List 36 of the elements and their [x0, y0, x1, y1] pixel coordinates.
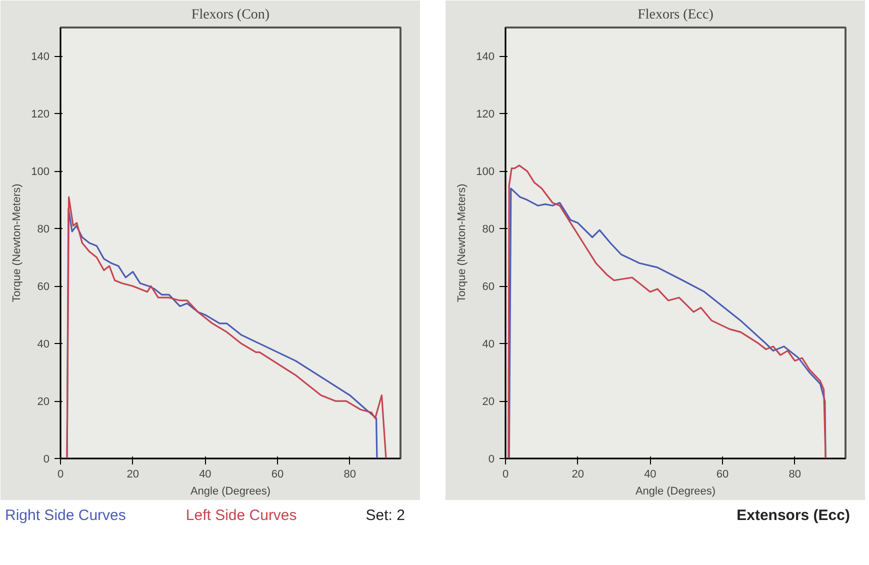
y-tick-label: 120 — [476, 108, 495, 121]
x-tick-label: 0 — [502, 468, 509, 480]
x-tick-label: 80 — [344, 468, 356, 480]
text: Set: 2 — [366, 506, 405, 526]
text: Right Side Curves — [5, 506, 126, 526]
x-axis-title: Angle (Degrees) — [190, 486, 271, 498]
y-axis-title: Torque (Newton-Meters) — [11, 184, 24, 302]
y-tick-label: 140 — [31, 51, 50, 64]
x-tick-label: 40 — [199, 468, 212, 480]
y-tick-label: 100 — [31, 166, 50, 178]
y-tick-label: 60 — [482, 281, 495, 294]
chart-title: Flexors (Con) — [191, 8, 270, 22]
y-axis-title: Torque (Newton-Meters) — [456, 184, 468, 302]
text: Extensors (Ecc) — [736, 506, 850, 526]
y-tick-label: 40 — [37, 338, 50, 351]
y-tick-label: 60 — [37, 281, 50, 294]
x-tick-label: 0 — [57, 468, 64, 480]
x-tick-label: 20 — [126, 468, 139, 480]
x-tick-label: 20 — [572, 468, 584, 480]
y-tick-label: 40 — [482, 338, 495, 351]
x-tick-label: 40 — [644, 468, 656, 480]
text: Left Side Curves — [186, 506, 297, 526]
x-axis-title: Angle (Degrees) — [635, 486, 716, 498]
y-tick-label: 0 — [43, 454, 50, 466]
chart-title: Flexors (Ecc) — [638, 8, 714, 22]
y-tick-label: 80 — [482, 224, 495, 236]
y-tick-label: 140 — [476, 51, 495, 64]
y-tick-label: 100 — [476, 166, 495, 178]
y-tick-label: 120 — [31, 108, 50, 121]
y-tick-label: 20 — [482, 396, 495, 408]
y-tick-label: 20 — [37, 396, 50, 408]
y-tick-label: 0 — [488, 454, 495, 466]
x-tick-label: 60 — [271, 468, 284, 480]
y-tick-label: 80 — [37, 224, 50, 236]
x-tick-label: 60 — [716, 468, 729, 480]
x-tick-label: 80 — [788, 468, 801, 480]
